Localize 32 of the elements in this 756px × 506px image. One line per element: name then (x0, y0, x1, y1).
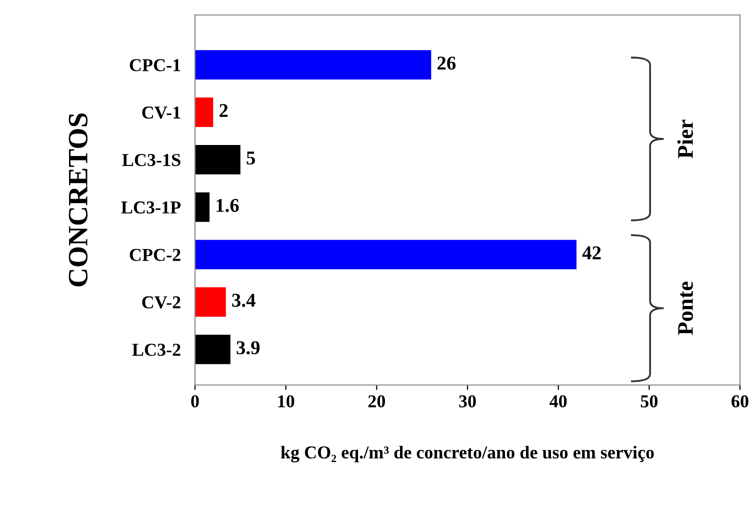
x-tick-label: 60 (732, 395, 748, 408)
bar (195, 287, 226, 317)
data-label: 2 (220, 104, 228, 117)
y-axis-title: CONCRETOS (68, 113, 88, 286)
y-tick-label: LC3-1P (121, 201, 181, 214)
data-label: 3.9 (236, 341, 260, 354)
x-tick-label: 0 (191, 395, 199, 408)
x-tick-label: 10 (278, 395, 294, 408)
data-label: 5 (246, 152, 255, 165)
annotation: Ponte (678, 282, 693, 335)
x-tick-label: 30 (459, 395, 476, 408)
data-label: 3.4 (232, 294, 256, 307)
bar (195, 50, 432, 80)
y-tick-label: CPC-1 (130, 59, 180, 72)
bar (195, 98, 214, 127)
annotation: Pier (677, 120, 693, 158)
data-label: 26 (438, 56, 456, 70)
x-tick-label: 40 (550, 395, 567, 408)
y-tick-label: LC3-1S (122, 154, 180, 166)
x-tick-label: 50 (640, 395, 658, 408)
bar (195, 192, 210, 222)
data-label: 1.6 (216, 198, 239, 212)
data-label: 42 (582, 246, 601, 260)
y-tick-label: CPC-2 (130, 248, 180, 261)
y-tick-label: CV-1 (142, 106, 180, 119)
y-tick-label: LC3-2 (132, 344, 180, 356)
bar (195, 240, 576, 270)
bar (195, 144, 240, 174)
x-axis-title: kg CO₂ eq./m³ de concreto/ano de uso em serviço (280, 446, 654, 462)
y-tick-label: CV-2 (142, 296, 180, 309)
bar (195, 334, 230, 364)
x-tick-label: 20 (368, 395, 386, 408)
